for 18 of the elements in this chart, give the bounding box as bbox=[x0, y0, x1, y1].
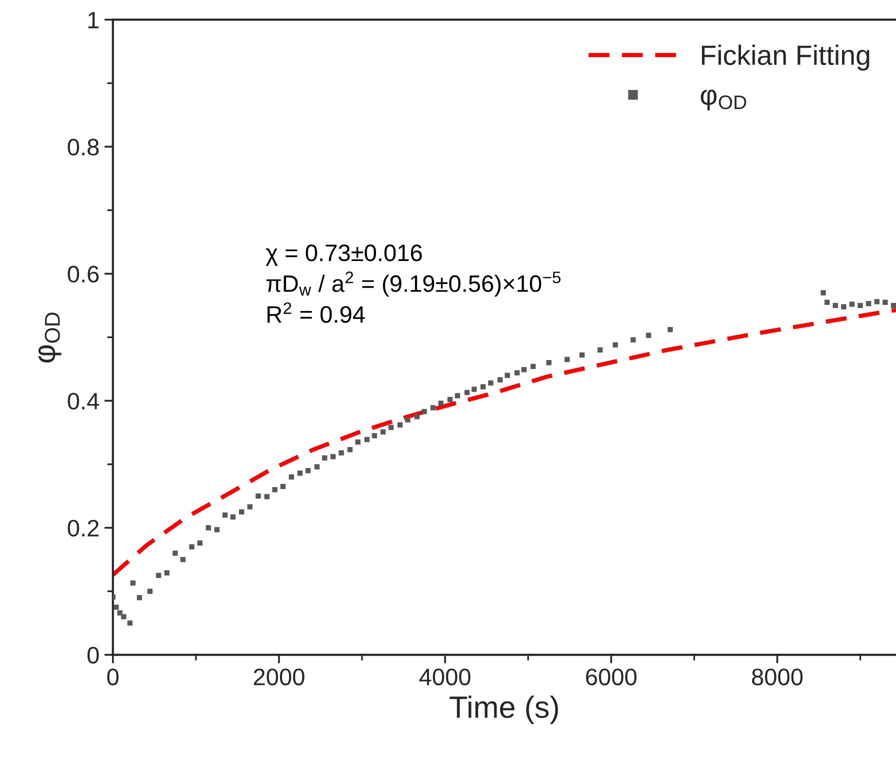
legend-label: φ$_{OD}$ bbox=[700, 90, 746, 110]
y-tick-label: 0.8 bbox=[68, 138, 99, 156]
annotation: χ = 0.73±0.016 bbox=[266, 244, 422, 266]
x-tick-label: 6000 bbox=[586, 668, 636, 686]
y-tick-label: 0.6 bbox=[68, 266, 99, 283]
y-tick-label: 0 bbox=[87, 646, 99, 664]
y-tick-label: 1 bbox=[88, 12, 99, 28]
x-tick-label: 4000 bbox=[419, 668, 470, 686]
y-tick-label: 0.2 bbox=[68, 520, 99, 537]
x-tick-label: 0 bbox=[107, 668, 119, 686]
legend-label: Fickian Fitting bbox=[702, 44, 870, 71]
annotation: πD$_{w}$ / a$^{2}$ = (9.19±0.56)×10$^{−5}$ bbox=[266, 272, 560, 297]
x-axis-title: Time (s) bbox=[450, 696, 558, 724]
x-tick-label: 8000 bbox=[752, 668, 803, 686]
x-tick-label: 2000 bbox=[254, 668, 304, 686]
y-tick-label: 0.4 bbox=[68, 392, 100, 410]
annotation: R$^{2}$ = 0.94 bbox=[268, 302, 365, 323]
y-axis-title: φ$_{OD}$ bbox=[38, 312, 62, 363]
